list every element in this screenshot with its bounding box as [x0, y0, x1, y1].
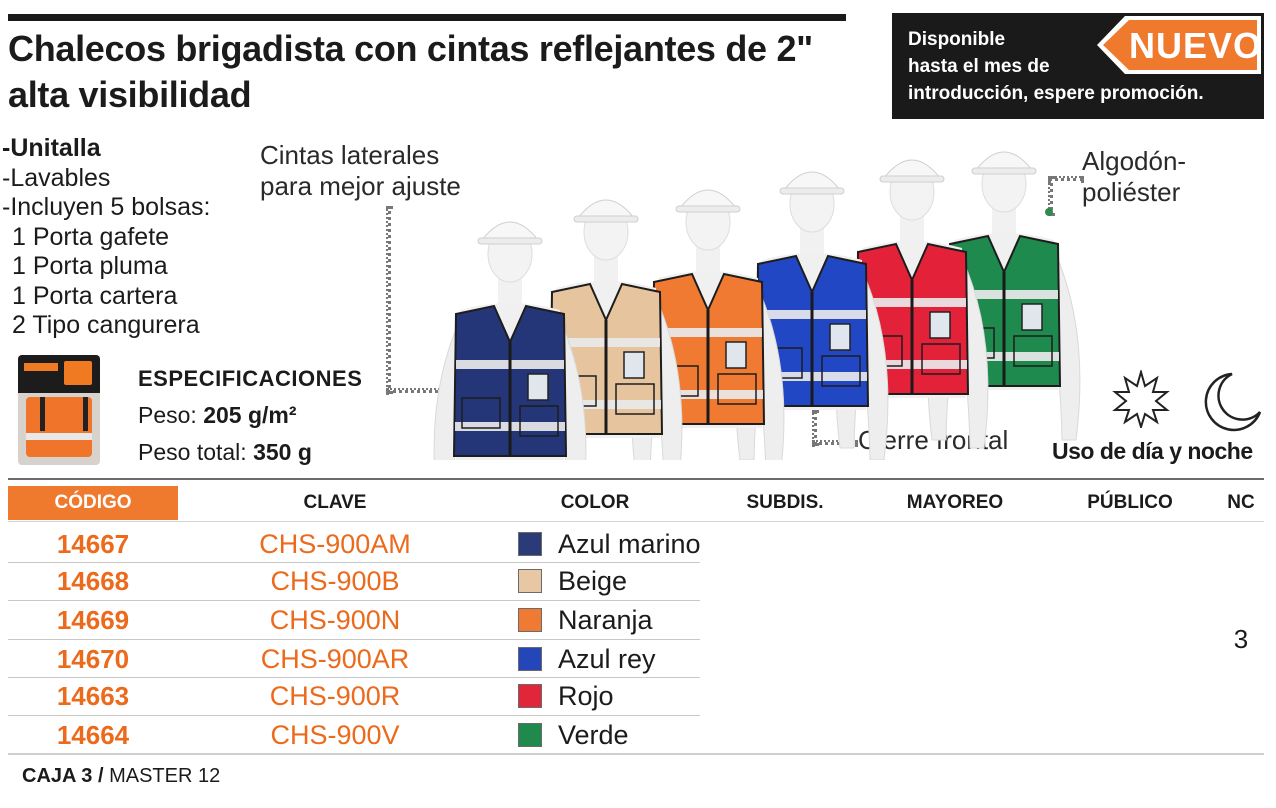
row-divider: [8, 562, 700, 563]
package-thumbnail: [18, 355, 100, 465]
row-clave: CHS-900AM: [259, 529, 411, 559]
color-swatch: [518, 569, 542, 593]
spec-weight: Peso: 205 g/m²: [138, 402, 297, 428]
row-divider: [8, 600, 700, 601]
nc-value: 3: [1233, 624, 1249, 654]
product-title: Chalecos brigadista con cintas reflejant…: [8, 26, 858, 118]
callout-material: Algodón- poliéster: [1082, 146, 1187, 207]
row-divider: [8, 715, 700, 716]
new-badge-shape: [1097, 16, 1261, 74]
row-clave: CHS-900B: [270, 566, 400, 596]
row-codigo: 14663: [56, 681, 130, 711]
header-codigo: CÓDIGO: [8, 486, 178, 520]
header-mayoreo: MAYOREO: [906, 492, 1004, 513]
row-color: Naranja: [558, 605, 653, 635]
row-color: Azul marino: [558, 529, 701, 559]
color-swatch: [518, 608, 542, 632]
row-color: Verde: [558, 720, 629, 750]
row-codigo: 14669: [56, 605, 130, 635]
pocket-item: 1 Porta gafete: [12, 222, 170, 251]
header-subdis: SUBDIS.: [746, 492, 824, 513]
promo-text: Disponible hasta el mes de introducción,…: [908, 26, 1268, 107]
title-rule: [8, 14, 846, 21]
feature-bolsas: -Incluyen 5 bolsas:: [2, 193, 211, 221]
pocket-item: 1 Porta cartera: [12, 281, 178, 310]
table-bottom-rule: [8, 753, 1264, 755]
vests-illustration: [433, 151, 1081, 460]
feature-unitalla: -Unitalla: [2, 134, 101, 162]
moon-icon: [1204, 372, 1262, 432]
promo-line-2: hasta el mes de: [908, 56, 1050, 77]
callout-lateral-straps: Cintas laterales para mejor ajuste: [260, 140, 461, 201]
header-clave: CLAVE: [303, 492, 367, 513]
pocket-item: 1 Porta pluma: [12, 252, 168, 280]
new-badge: NUEVO: [1095, 16, 1261, 74]
row-divider: [8, 677, 700, 678]
color-swatch: [518, 723, 542, 747]
day-night-label: Uso de día y noche: [1052, 438, 1253, 464]
vest-mannequin: [433, 221, 587, 460]
row-codigo: 14664: [56, 720, 130, 750]
specs-heading: ESPECIFICACIONES: [138, 366, 363, 391]
row-codigo: 14670: [56, 644, 130, 674]
row-codigo: 14668: [56, 566, 130, 596]
caja-label: CAJA 3 /: [22, 765, 104, 787]
title-line-1: Chalecos brigadista con cintas reflejant…: [8, 28, 813, 69]
promo-banner: Disponible hasta el mes de introducción,…: [892, 13, 1264, 119]
new-badge-label: NUEVO: [1129, 25, 1263, 66]
row-clave: CHS-900N: [269, 605, 401, 635]
header-publico: PÚBLICO: [1087, 492, 1173, 513]
color-swatch: [518, 647, 542, 671]
header-nc: NC: [1227, 492, 1255, 513]
row-clave: CHS-900V: [270, 720, 400, 750]
promo-line-3: introducción, espere promoción.: [908, 83, 1204, 104]
color-swatch: [518, 532, 542, 556]
row-divider: [8, 639, 700, 640]
header-divider: [8, 521, 1264, 522]
material-leader-dot: [1045, 208, 1053, 216]
promo-line-1: Disponible: [908, 29, 1006, 50]
row-color: Rojo: [558, 681, 614, 711]
feature-lavables: -Lavables: [2, 163, 111, 192]
closure-leader-line-h: [812, 440, 858, 445]
row-codigo: 14667: [56, 529, 130, 559]
master-label: MASTER 12: [109, 765, 221, 787]
features-list: -Unitalla -Lavables -Incluyen 5 bolsas: …: [2, 134, 262, 341]
lateral-leader-line: [386, 206, 391, 394]
specifications: ESPECIFICACIONES Peso: 205 g/m² Peso tot…: [138, 360, 362, 471]
pocket-item: 2 Tipo cangurera: [12, 311, 200, 339]
row-clave: CHS-900AR: [260, 644, 410, 674]
row-clave: CHS-900R: [269, 681, 401, 711]
row-color: Azul rey: [558, 644, 656, 674]
row-color: Beige: [558, 566, 628, 596]
packaging-info: CAJA 3 / MASTER 12: [22, 763, 220, 789]
header-color: COLOR: [560, 492, 630, 513]
sun-icon: [1112, 370, 1170, 428]
spec-total-weight: Peso total: 350 g: [138, 439, 312, 465]
title-line-2: alta visibilidad: [8, 74, 252, 115]
color-swatch: [518, 684, 542, 708]
table-top-rule: [8, 478, 1264, 480]
